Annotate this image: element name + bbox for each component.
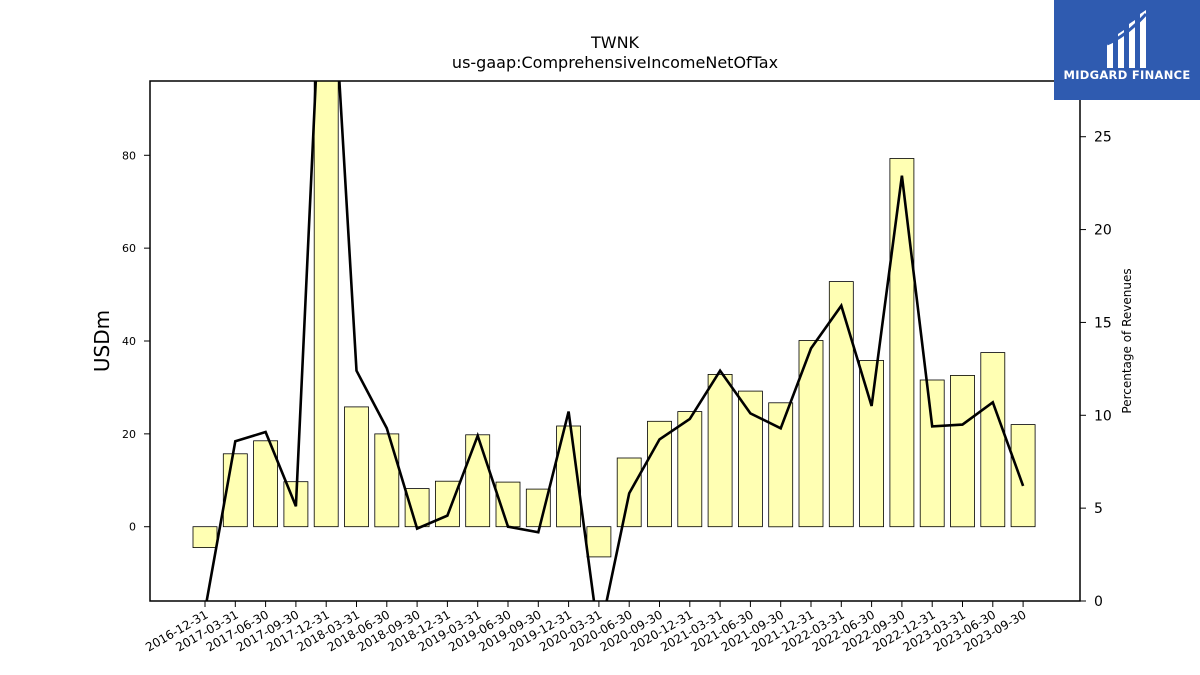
y2-tick-label: 5 [1094,501,1103,517]
y2-tick-label: 20 [1094,223,1112,239]
y2-tick-label: 15 [1094,315,1112,331]
bar-2020-12-31 [677,411,703,528]
bar-2021-09-30 [768,402,794,528]
line-group [205,81,1025,601]
y2-axis: 0 5 10 15 20 25 [1080,130,1112,610]
bar-2017-06-30 [253,440,279,528]
bar-2023-03-31 [950,374,975,528]
chart-subtitle: us-gaap:ComprehensiveIncomeNetOfTax [452,53,778,72]
bar-2018-09-30 [404,488,430,528]
bar-2021-03-31 [707,373,733,528]
logo-mark-icon [1106,10,1148,68]
bar-2019-03-31 [465,434,491,528]
y-tick-label: 60 [122,242,136,255]
y2-axis-label: Percentage of Revenues [1120,268,1134,413]
bar-2017-12-31 [313,81,339,528]
bar-2016-12-31 [192,526,218,549]
chart-title: TWNK [590,33,640,52]
line-series-percentage [205,81,1025,601]
bar-2020-09-30 [647,420,672,528]
y-tick-label: 40 [122,335,136,348]
bar-2020-06-30 [616,457,642,528]
brand-logo: MIDGARD FINANCE [1054,0,1200,100]
y-tick-label: 80 [122,149,136,162]
y-tick-label: 20 [122,428,136,441]
bar-group [192,81,1036,558]
bar-2022-12-31 [919,379,945,528]
bar-2018-06-30 [374,433,400,528]
y2-tick-label: 10 [1094,408,1112,424]
bar-2020-03-31 [586,526,612,558]
bar-2023-09-30 [1010,424,1036,528]
bar-2021-06-30 [738,390,763,528]
y2-tick-label: 25 [1094,130,1112,146]
y-axis-label: USDm [90,310,114,372]
x-axis: 2016-12-312017-03-312017-06-302017-09-30… [143,601,1029,654]
y2-tick-label: 0 [1094,594,1103,610]
bar-2022-09-30 [889,158,915,528]
y-axis: 0 20 40 60 80 [122,149,150,534]
bar-2022-03-31 [828,281,854,528]
y-tick-label: 0 [129,521,136,534]
bar-2018-03-31 [344,406,369,528]
bar-2023-06-30 [980,352,1006,528]
logo-text: MIDGARD FINANCE [1063,68,1191,82]
bar-2022-06-30 [859,360,884,528]
